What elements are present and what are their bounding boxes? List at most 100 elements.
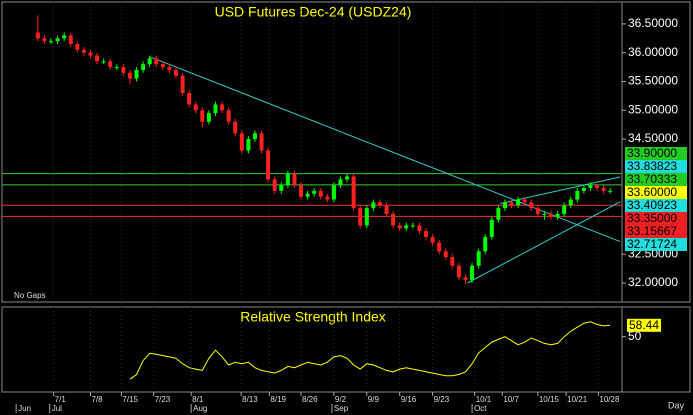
price-label-box	[625, 159, 687, 173]
candle-body	[516, 199, 521, 206]
note: No Gaps	[14, 291, 46, 300]
y-tick-label: 35.00000	[628, 102, 678, 116]
month-label: Jun	[18, 404, 31, 413]
candle-body	[108, 61, 113, 68]
candle-body	[384, 205, 389, 214]
candle-body	[114, 67, 119, 69]
x-tick-label: 7/23	[155, 395, 171, 404]
price-label-box	[625, 211, 687, 225]
month-label: Oct	[474, 404, 487, 413]
candle-body	[88, 52, 93, 56]
candle-body	[167, 67, 172, 70]
candle-body	[49, 41, 54, 43]
candle-body	[601, 187, 606, 191]
price-label-box	[625, 224, 687, 238]
rsi-panel	[1, 306, 691, 393]
x-tick-label: 8/1	[192, 395, 204, 404]
x-tick-label: 7/1	[55, 395, 67, 404]
trendline	[500, 176, 621, 205]
y-tick-label: 32.00000	[628, 275, 678, 289]
x-tick-label: 8/26	[302, 395, 318, 404]
candle-body	[160, 64, 165, 68]
x-tick-label: 10/7	[503, 395, 519, 404]
candle-body	[549, 213, 554, 217]
price-panel	[1, 1, 691, 303]
trendline	[149, 56, 621, 243]
x-tick-label: 9/9	[368, 395, 380, 404]
candle-body	[121, 67, 126, 73]
candle-body	[35, 32, 40, 39]
candle-body	[272, 179, 277, 191]
x-tick-label: 7/8	[91, 395, 103, 404]
price-label-box	[625, 185, 687, 199]
candle-body	[463, 277, 468, 281]
candle-body	[62, 35, 67, 39]
candle-body	[496, 208, 501, 220]
candle-body	[95, 55, 100, 62]
rsi-title: Relative Strength Index	[240, 309, 386, 325]
candle-body	[456, 265, 461, 278]
x-tick-label: 10/1	[476, 395, 492, 404]
candle-body	[391, 213, 396, 226]
candle-body	[193, 104, 198, 111]
candle-body	[345, 176, 350, 180]
candle-body	[206, 113, 211, 122]
candle-body	[588, 185, 593, 188]
candle-body	[489, 219, 494, 237]
trendline	[467, 201, 621, 284]
month-label: Aug	[193, 404, 207, 413]
candle-body	[377, 202, 382, 206]
x-tick-label: 9/16	[401, 395, 417, 404]
candle-body	[397, 225, 402, 229]
month-label: Jul	[52, 404, 62, 413]
candle-body	[226, 110, 231, 122]
price-label-box	[625, 146, 687, 160]
candle-body	[305, 193, 310, 197]
candle-body	[424, 231, 429, 237]
candle-body	[476, 251, 481, 266]
price-label-box	[625, 198, 687, 212]
candle-body	[325, 196, 330, 200]
candle-body	[483, 236, 488, 252]
candle-body	[266, 150, 271, 180]
candle-body	[141, 64, 146, 70]
rsi-line	[129, 321, 611, 380]
candle-body	[292, 173, 297, 186]
candle-body	[279, 185, 284, 191]
price-label: 33.90000	[627, 146, 677, 160]
candle-body	[555, 213, 560, 217]
candle-body	[595, 185, 600, 188]
candle-body	[608, 190, 613, 192]
candle-body	[542, 213, 547, 215]
candle-body	[239, 133, 244, 151]
x-tick-label: 7/15	[122, 395, 138, 404]
chart-title: USD Futures Dec-24 (USDZ24)	[215, 4, 412, 20]
price-label: 33.70333	[627, 172, 677, 186]
y-tick-label: 34.50000	[628, 131, 678, 145]
price-label: 33.35000	[627, 211, 677, 225]
price-label: 33.83823	[627, 159, 677, 173]
price-label-box	[625, 172, 687, 186]
price-label: 33.60000	[627, 185, 677, 199]
price-label-box	[625, 237, 687, 251]
price-label: 33.40923	[627, 198, 677, 212]
candle-body	[529, 202, 534, 209]
candle-body	[233, 121, 238, 134]
candle-body	[502, 202, 507, 209]
candle-body	[404, 225, 409, 229]
candle-body	[312, 190, 317, 194]
rsi-tick-label: 50	[628, 329, 642, 343]
candle-body	[213, 104, 218, 114]
candle-body	[410, 225, 415, 227]
y-tick-label: 36.00000	[628, 45, 678, 59]
price-label: 33.15667	[627, 224, 677, 238]
x-tick-label: 9/2	[335, 395, 347, 404]
x-tick-label: 10/21	[567, 395, 588, 404]
candle-body	[338, 179, 343, 186]
x-tick-label: 10/15	[539, 395, 560, 404]
candle-body	[299, 185, 304, 197]
candle-body	[68, 35, 73, 45]
candle-body	[331, 185, 336, 200]
candle-body	[358, 208, 363, 226]
